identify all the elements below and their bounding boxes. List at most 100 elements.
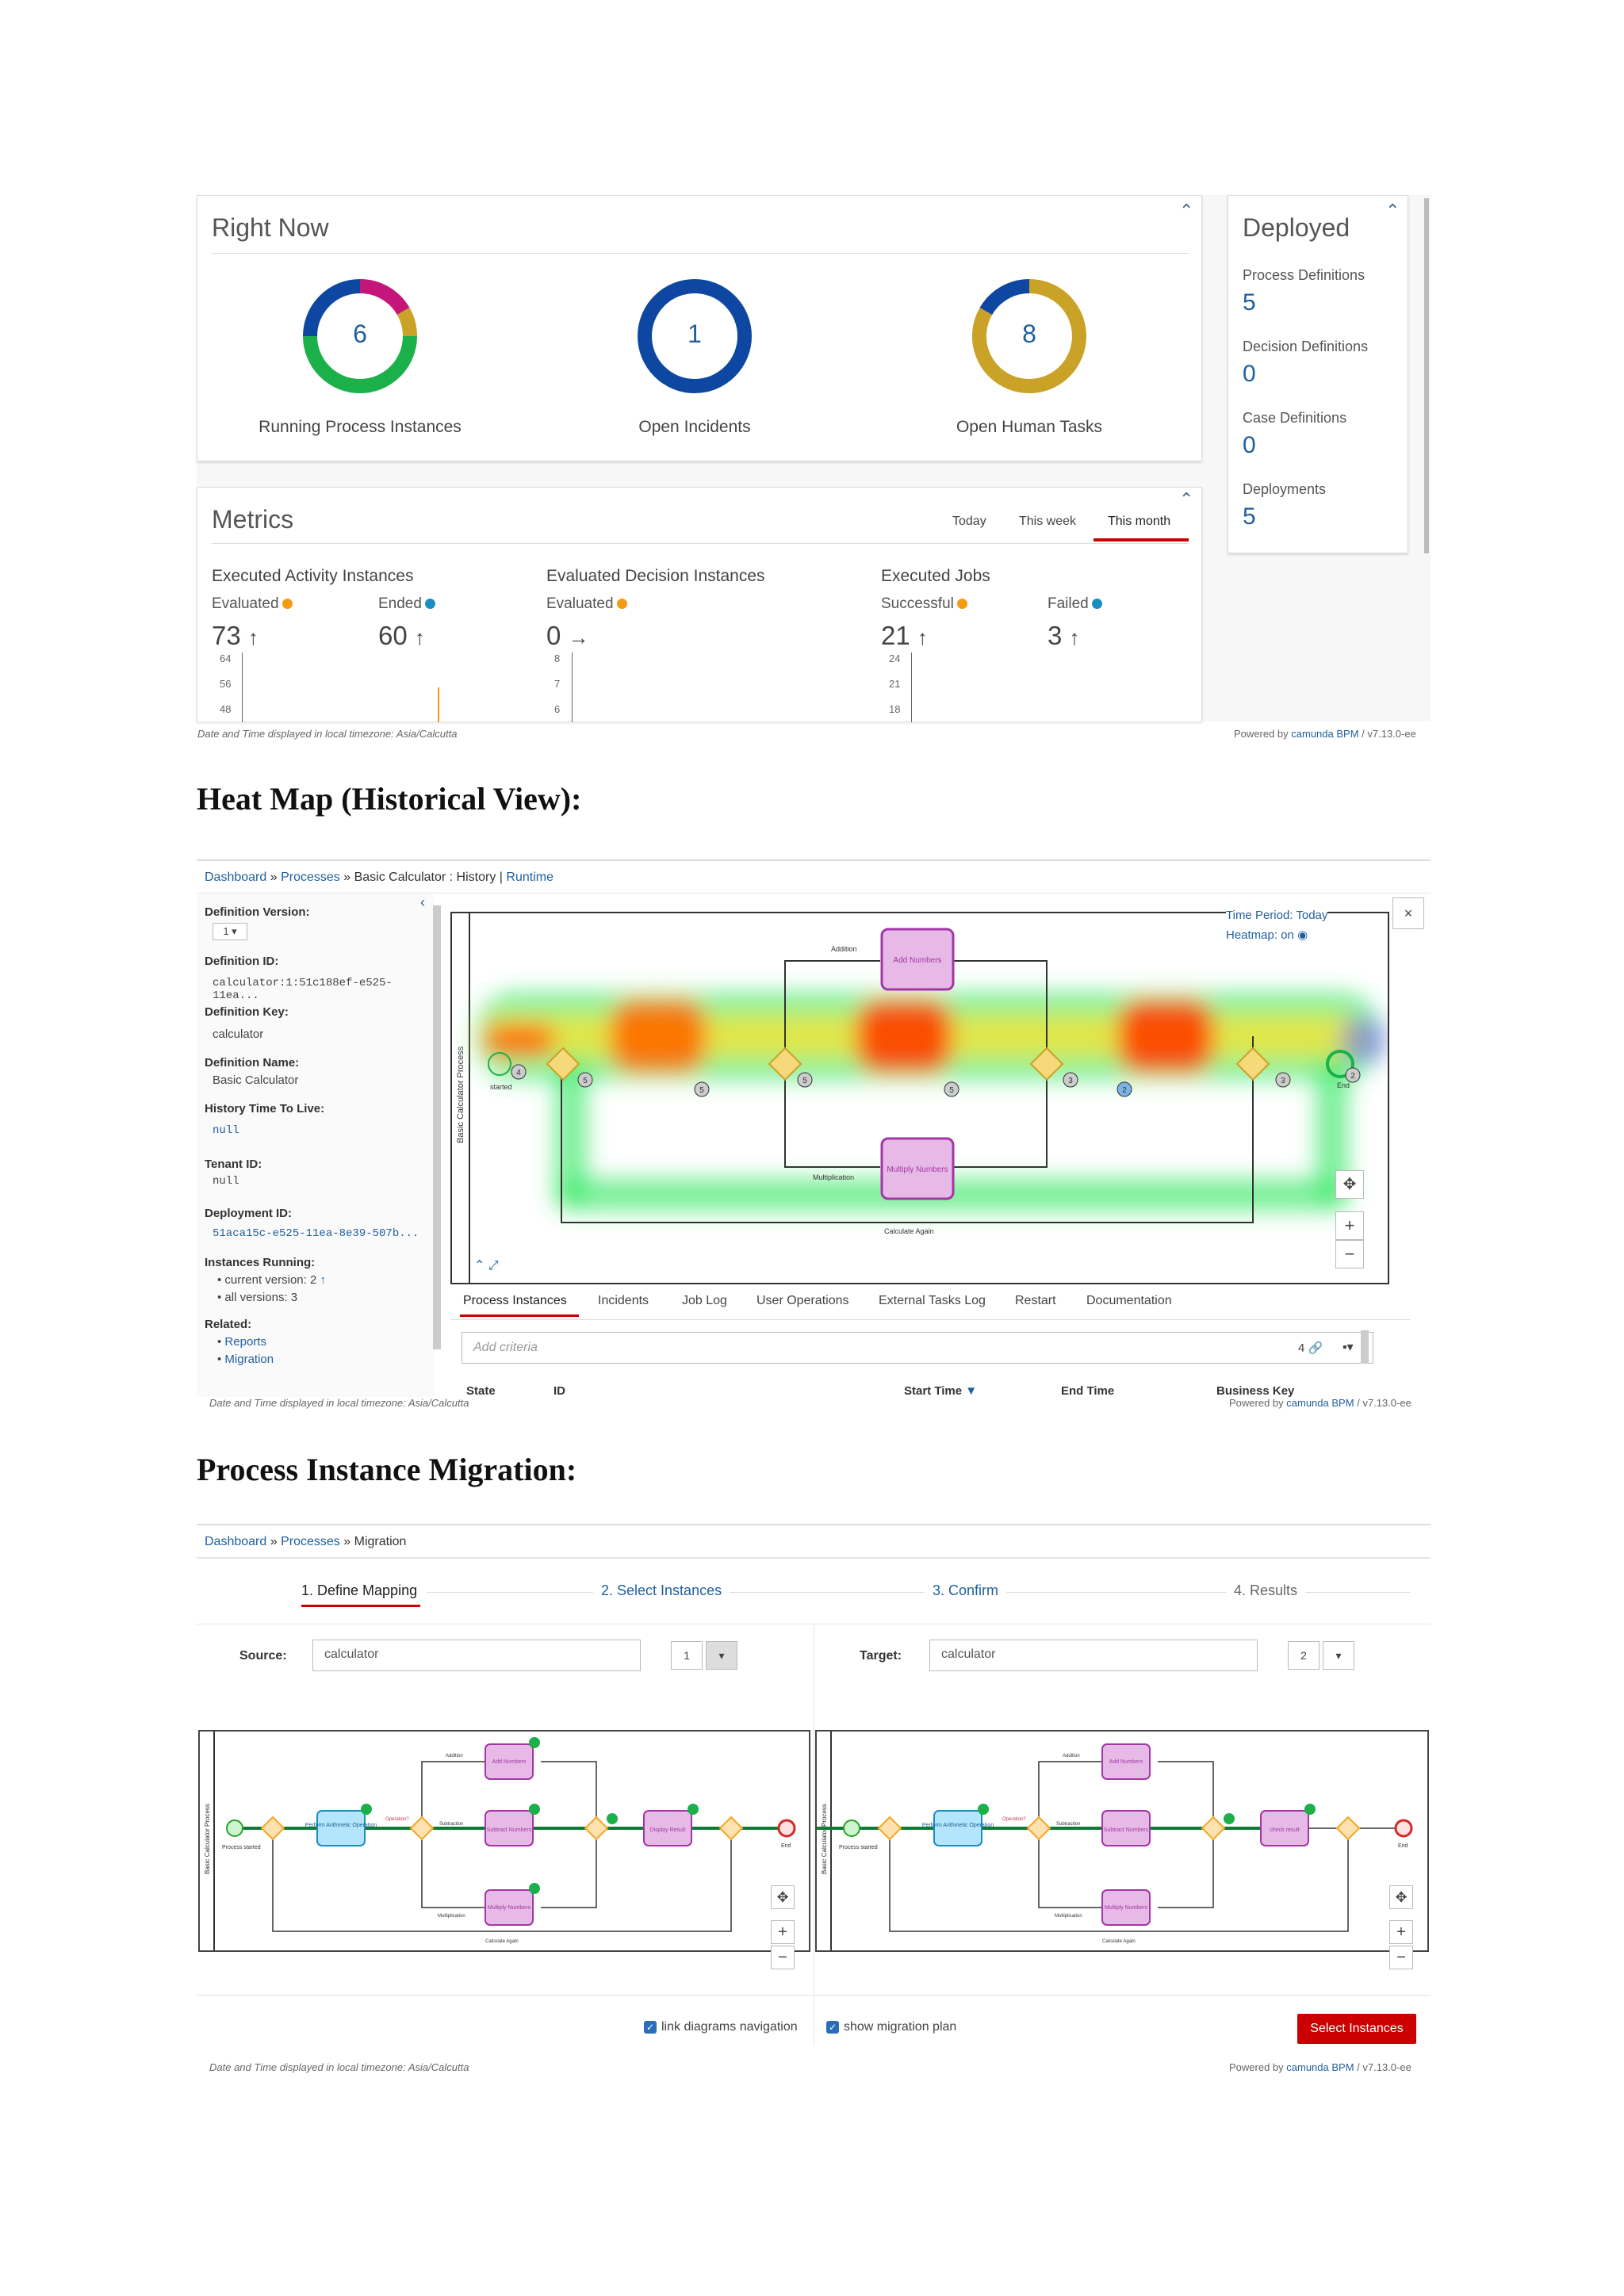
running-instances-donut[interactable] [301, 277, 419, 396]
zoom-out-icon[interactable]: − [771, 1946, 795, 1969]
collapse-diagram-icon[interactable]: ⌃ ⤢ [474, 1259, 499, 1272]
zoom-in-icon[interactable]: + [1389, 1920, 1413, 1944]
tab-job-log[interactable]: Job Log [682, 1294, 727, 1307]
collapse-icon[interactable]: ⌃ [1179, 489, 1194, 509]
source-bpmn-canvas[interactable]: Basic Calculator Process Process started… [200, 1732, 809, 1950]
multiply-numbers-task[interactable] [880, 1137, 955, 1200]
camunda-link[interactable]: camunda BPM [1286, 1397, 1354, 1409]
step-confirm[interactable]: 3. Confirm [925, 1582, 1007, 1599]
end-event[interactable] [1326, 1050, 1354, 1078]
close-diagram-button[interactable]: × [1392, 897, 1424, 929]
breadcrumb-processes[interactable]: Processes [281, 871, 340, 884]
heatmap-toggle[interactable]: Heatmap: on ◉ [1226, 928, 1308, 942]
link-diagrams-checkbox[interactable]: ✓ link diagrams navigation [644, 2020, 798, 2034]
decision-evaluated-value: 0 → [546, 621, 589, 650]
running-instances-label[interactable]: Running Process Instances [259, 418, 462, 436]
display-result-task[interactable] [643, 1810, 692, 1846]
related-migration[interactable]: • Migration [217, 1353, 274, 1366]
reset-view-icon[interactable]: ✥ [1335, 1170, 1364, 1199]
tab-process-instances[interactable]: Process Instances [463, 1294, 567, 1307]
target-input[interactable]: calculator [929, 1640, 1258, 1671]
source-version-dropdown[interactable]: ▾ [706, 1641, 737, 1670]
tab-incidents[interactable]: Incidents [598, 1294, 649, 1307]
open-incidents-label[interactable]: Open Incidents [638, 418, 751, 436]
reset-view-icon[interactable]: ✥ [1389, 1885, 1413, 1909]
results-scrollbar[interactable] [1361, 1330, 1369, 1364]
deployed-process-label[interactable]: Process Definitions [1243, 267, 1365, 283]
deployment-id-value[interactable]: 51aca15c-e525-11ea-8e39-507b... [213, 1227, 419, 1240]
deployed-decision-value[interactable]: 0 [1243, 361, 1256, 387]
breadcrumb-dashboard[interactable]: Dashboard [205, 871, 267, 884]
tab-documentation[interactable]: Documentation [1086, 1294, 1172, 1307]
column-business-key[interactable]: Business Key [1216, 1384, 1295, 1397]
open-incidents-donut[interactable] [635, 277, 754, 396]
tab-external-tasks-log[interactable]: External Tasks Log [879, 1294, 986, 1307]
column-start-time[interactable]: Start Time ▼ [904, 1384, 978, 1397]
column-id[interactable]: ID [553, 1384, 565, 1397]
deployed-case-value[interactable]: 0 [1243, 432, 1256, 458]
camunda-link[interactable]: camunda BPM [1286, 2061, 1354, 2073]
zoom-in-icon[interactable]: + [771, 1920, 795, 1944]
step-define-mapping[interactable]: 1. Define Mapping [301, 1582, 426, 1599]
open-tasks-label[interactable]: Open Human Tasks [956, 418, 1103, 436]
heatmap-canvas[interactable]: Basic Calculator Process [452, 913, 1388, 1283]
tab-restart[interactable]: Restart [1015, 1294, 1056, 1307]
period-week[interactable]: This week [1019, 515, 1077, 528]
target-version-dropdown[interactable]: ▾ [1323, 1641, 1354, 1670]
start-event[interactable] [843, 1820, 860, 1837]
scrollbar[interactable] [1424, 198, 1429, 553]
tab-user-operations[interactable]: User Operations [756, 1294, 849, 1307]
breadcrumb-processes[interactable]: Processes [281, 1535, 340, 1548]
camunda-link[interactable]: camunda BPM [1291, 728, 1359, 740]
column-state[interactable]: State [466, 1384, 496, 1397]
collapse-sidebar-icon[interactable]: ‹ [420, 894, 425, 910]
add-numbers-task[interactable] [485, 1743, 534, 1780]
start-event[interactable] [488, 1052, 511, 1076]
perform-operation-task[interactable] [316, 1810, 366, 1846]
perform-operation-task[interactable] [933, 1810, 982, 1846]
open-tasks-donut[interactable] [970, 277, 1089, 396]
collapse-icon[interactable]: ⌃ [1179, 201, 1194, 220]
source-input[interactable]: calculator [312, 1640, 641, 1671]
period-today[interactable]: Today [952, 515, 986, 528]
check-result-task[interactable] [1260, 1810, 1309, 1846]
target-bpmn-canvas[interactable]: Basic Calculator Process Process started… [817, 1732, 1427, 1950]
deployed-deployments-label[interactable]: Deployments [1243, 481, 1327, 497]
target-version[interactable]: 2 [1288, 1641, 1320, 1670]
history-ttl-value[interactable]: null [213, 1124, 239, 1137]
definition-version-select[interactable]: 1 ▾ [213, 923, 247, 940]
collapse-icon[interactable]: ⌃ [1385, 201, 1400, 220]
multiply-numbers-task[interactable] [1101, 1889, 1151, 1926]
search-bar[interactable]: Add criteria 4 🔗 ▪▾ [462, 1332, 1373, 1364]
subtract-numbers-task[interactable] [485, 1810, 534, 1846]
zoom-out-icon[interactable]: − [1389, 1946, 1413, 1969]
sidebar-scrollbar[interactable] [433, 905, 441, 1349]
zoom-in-icon[interactable]: + [1335, 1211, 1364, 1240]
step-results[interactable]: 4. Results [1226, 1582, 1306, 1599]
time-period-select[interactable]: Time Period: Today [1226, 909, 1328, 922]
related-reports[interactable]: • Reports [217, 1335, 266, 1349]
deployed-deployments-value[interactable]: 5 [1243, 503, 1256, 530]
end-event[interactable] [1394, 1819, 1413, 1838]
breadcrumb-runtime[interactable]: Runtime [506, 871, 553, 884]
breadcrumb-dashboard[interactable]: Dashboard [205, 1535, 267, 1548]
step-select-instances[interactable]: 2. Select Instances [593, 1582, 730, 1599]
subtract-numbers-task[interactable] [1101, 1810, 1151, 1846]
show-migration-plan-checkbox[interactable]: ✓ show migration plan [826, 2020, 956, 2034]
source-version[interactable]: 1 [671, 1641, 703, 1670]
save-search-icon[interactable]: ▪▾ [1342, 1341, 1354, 1354]
end-event[interactable] [777, 1819, 796, 1838]
deployed-process-value[interactable]: 5 [1243, 289, 1256, 316]
start-event[interactable] [226, 1820, 243, 1837]
add-numbers-task[interactable] [880, 928, 955, 991]
deployed-decision-label[interactable]: Decision Definitions [1243, 339, 1369, 354]
deployed-case-label[interactable]: Case Definitions [1243, 410, 1347, 426]
zoom-out-icon[interactable]: − [1335, 1240, 1364, 1269]
period-month[interactable]: This month [1108, 515, 1171, 528]
multiply-numbers-task[interactable] [485, 1889, 534, 1926]
column-end-time[interactable]: End Time [1061, 1384, 1115, 1397]
link-icon[interactable]: 🔗 [1308, 1341, 1323, 1355]
add-numbers-task[interactable] [1101, 1743, 1151, 1780]
select-instances-button[interactable]: Select Instances [1297, 2014, 1416, 2044]
reset-view-icon[interactable]: ✥ [771, 1885, 795, 1909]
